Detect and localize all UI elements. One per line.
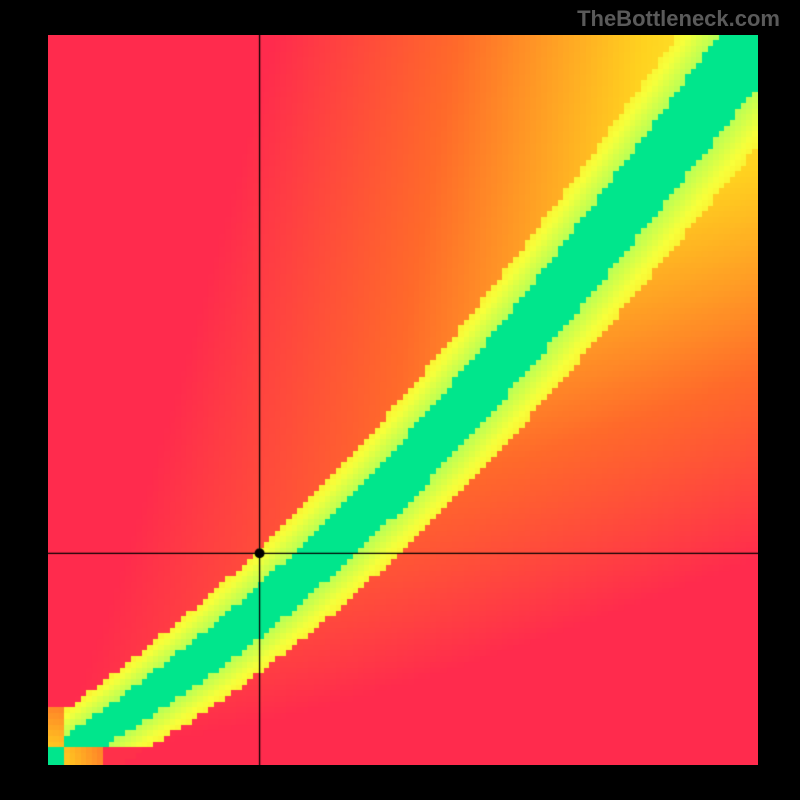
watermark-text: TheBottleneck.com (577, 6, 780, 32)
heatmap-canvas (48, 35, 758, 765)
chart-container: TheBottleneck.com (0, 0, 800, 800)
plot-area (48, 35, 758, 765)
